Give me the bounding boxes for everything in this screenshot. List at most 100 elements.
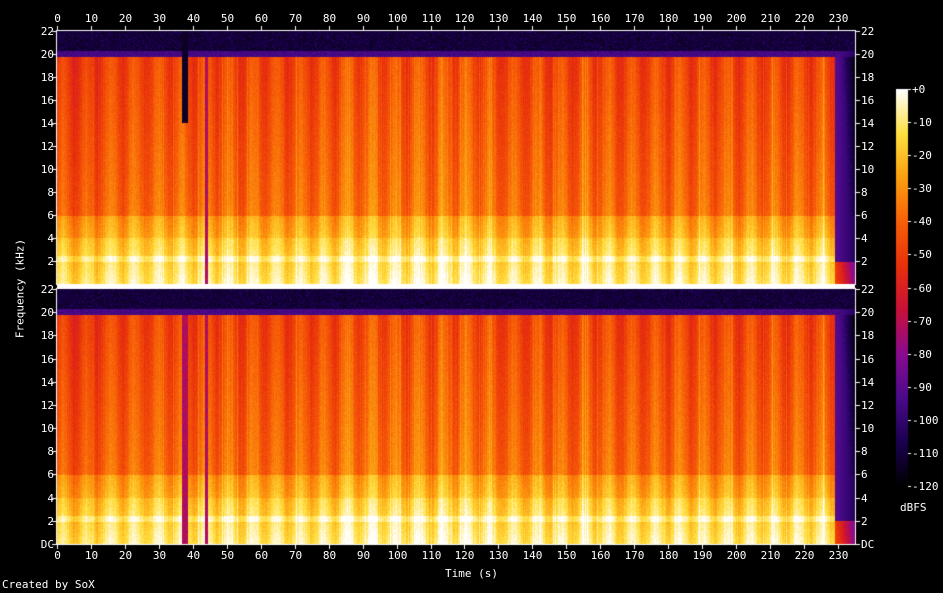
- y-tick-label-left: 20: [40, 305, 54, 319]
- x-tick-label-bottom: 20: [118, 549, 133, 562]
- y-tick-label-right: 20: [861, 47, 875, 61]
- y-tick-label-right: 16: [861, 352, 875, 366]
- y-tick-label-left: 6: [47, 467, 54, 481]
- x-tick-label-bottom: 130: [488, 549, 509, 562]
- x-tick-label-top: 10: [84, 12, 99, 25]
- y-tick-label-right: 20: [861, 305, 875, 319]
- x-tick-label-bottom: 90: [356, 549, 371, 562]
- y-tick-label-left: 18: [40, 70, 54, 84]
- x-tick-label-top: 130: [488, 12, 509, 25]
- x-tick-label-top: 20: [118, 12, 133, 25]
- x-tick-label-top: 180: [658, 12, 679, 25]
- y-tick-label-right: 8: [861, 185, 868, 199]
- x-tick-label-bottom: 220: [794, 549, 815, 562]
- x-tick-label-top: 30: [152, 12, 167, 25]
- y-tick-label-right: 22: [861, 282, 875, 296]
- colorbar-unit: dBFS: [900, 501, 927, 514]
- y-tick-label-right: 16: [861, 93, 875, 107]
- y-tick-label-right: 4: [861, 491, 868, 505]
- x-tick-label-top: 70: [288, 12, 303, 25]
- x-tick-label-bottom: 200: [726, 549, 747, 562]
- colorbar-tick-label: -100: [912, 413, 939, 427]
- x-tick-label-top: 90: [356, 12, 371, 25]
- x-tick-label-bottom: 230: [828, 549, 849, 562]
- colorbar-tick-label: -120: [912, 479, 939, 493]
- y-tick-label-left: 2: [47, 254, 54, 268]
- y-tick-label-left: 10: [40, 162, 54, 176]
- x-tick-label-top: 120: [454, 12, 475, 25]
- x-tick-label-top: 50: [220, 12, 235, 25]
- x-tick-label-bottom: 60: [254, 549, 269, 562]
- x-tick-label-bottom: 120: [454, 549, 475, 562]
- colorbar-tick-label: -20: [912, 148, 932, 162]
- x-tick-label-top: 150: [556, 12, 577, 25]
- colorbar-tick-label: -40: [912, 214, 932, 228]
- y-tick-label-right: 8: [861, 444, 868, 458]
- y-tick-label-left: 4: [47, 491, 54, 505]
- credit-text: Created by SoX: [2, 578, 95, 591]
- y-tick-label-left: 22: [40, 282, 54, 296]
- x-tick-label-bottom: 190: [692, 549, 713, 562]
- x-tick-label-top: 140: [522, 12, 543, 25]
- y-tick-label-left: 18: [40, 328, 54, 342]
- x-tick-label-top: 110: [421, 12, 442, 25]
- colorbar-tick-label: -50: [912, 247, 932, 261]
- y-tick-label-right: 14: [861, 116, 875, 130]
- x-tick-label-bottom: 40: [186, 549, 201, 562]
- y-tick-label-right: 18: [861, 328, 875, 342]
- x-tick-label-top: 40: [186, 12, 201, 25]
- y-tick-label-left: DC: [40, 537, 54, 551]
- x-tick-label-bottom: 100: [387, 549, 408, 562]
- x-tick-label-top: 200: [726, 12, 747, 25]
- y-tick-label-right: 6: [861, 467, 868, 481]
- x-tick-label-bottom: 10: [84, 549, 99, 562]
- y-tick-label-left: 10: [40, 421, 54, 435]
- y-tick-label-right: 2: [861, 514, 868, 528]
- colorbar-tick-label: -110: [912, 446, 939, 460]
- x-tick-label-top: 190: [692, 12, 713, 25]
- y-tick-label-right: 4: [861, 231, 868, 245]
- x-tick-label-bottom: 50: [220, 549, 235, 562]
- colorbar-tick-label: -30: [912, 181, 932, 195]
- x-tick-label-top: 230: [828, 12, 849, 25]
- x-tick-label-top: 60: [254, 12, 269, 25]
- x-axis-label: Time (s): [445, 567, 498, 580]
- x-tick-label-bottom: 110: [421, 549, 442, 562]
- y-tick-label-left: 8: [47, 185, 54, 199]
- y-tick-label-right: DC: [861, 537, 875, 551]
- x-tick-label-bottom: 30: [152, 549, 167, 562]
- y-tick-label-right: 10: [861, 162, 875, 176]
- x-tick-label-top: 0: [54, 12, 61, 25]
- x-tick-label-bottom: 210: [760, 549, 781, 562]
- colorbar-tick-label: +0: [912, 82, 926, 96]
- y-tick-label-right: 10: [861, 421, 875, 435]
- y-tick-label-left: 14: [40, 375, 54, 389]
- y-tick-label-right: 2: [861, 254, 868, 268]
- x-tick-label-top: 80: [322, 12, 337, 25]
- y-tick-label-left: 4: [47, 231, 54, 245]
- y-tick-label-left: 6: [47, 208, 54, 222]
- colorbar-tick-label: -10: [912, 115, 932, 129]
- y-tick-label-right: 6: [861, 208, 868, 222]
- y-tick-label-right: 12: [861, 398, 875, 412]
- y-tick-label-left: 12: [40, 139, 54, 153]
- colorbar-tick-label: -70: [912, 314, 932, 328]
- x-tick-label-bottom: 180: [658, 549, 679, 562]
- x-tick-label-bottom: 170: [624, 549, 645, 562]
- y-tick-label-left: 2: [47, 514, 54, 528]
- x-tick-label-bottom: 150: [556, 549, 577, 562]
- x-tick-label-top: 160: [590, 12, 611, 25]
- x-tick-label-bottom: 0: [54, 549, 61, 562]
- y-tick-label-left: 22: [40, 24, 54, 38]
- x-tick-label-bottom: 160: [590, 549, 611, 562]
- x-tick-label-top: 210: [760, 12, 781, 25]
- colorbar-tick-label: -60: [912, 281, 932, 295]
- y-tick-label-right: 12: [861, 139, 875, 153]
- x-tick-label-bottom: 140: [522, 549, 543, 562]
- y-axis-label: Frequency (kHz): [13, 238, 27, 339]
- y-tick-label-right: 22: [861, 24, 875, 38]
- y-tick-label-right: 18: [861, 70, 875, 84]
- y-tick-label-left: 16: [40, 352, 54, 366]
- x-tick-label-bottom: 70: [288, 549, 303, 562]
- x-tick-label-bottom: 80: [322, 549, 337, 562]
